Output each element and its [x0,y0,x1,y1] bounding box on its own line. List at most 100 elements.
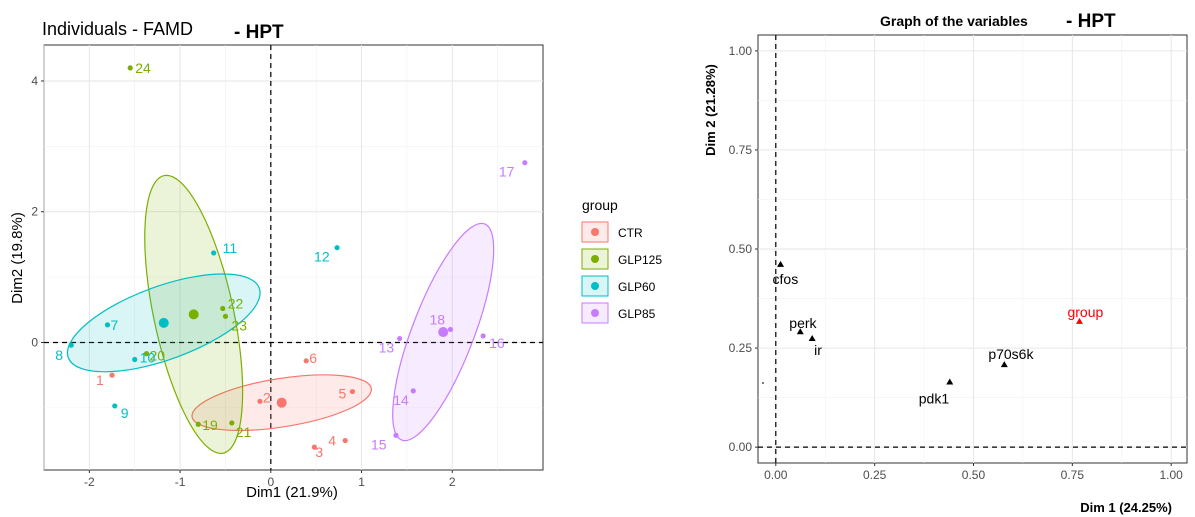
point-19 [195,421,201,427]
individuals-y-axis-title: Dim2 (19.8%) [9,212,26,304]
point-label-4: 4 [328,433,336,449]
y-tick-label: 2 [31,205,38,219]
x-tick-label: -2 [84,475,95,489]
x-tick-label: 1.00 [1160,468,1184,482]
variables-tick-labels: 0.00 0.25 0.50 0.75 1.00 0.00 0.25 0.50 0.75 1.00 [729,44,1184,482]
point-15 [393,432,399,438]
legend-label: GLP60 [618,280,656,294]
point-1 [109,372,115,378]
point-label-8: 8 [55,347,63,363]
individuals-plot-panel [43,44,544,471]
point-2 [257,398,263,404]
y-tick-label: 1.00 [729,44,753,58]
variables-points [777,260,1083,385]
variable-marker-perk [796,328,804,335]
centroid-glp125 [188,309,199,320]
x-tick-label: 0 [267,475,274,489]
legend-item-ctr: CTR [581,221,643,243]
point-label-14: 14 [393,392,409,408]
point-13 [397,335,403,342]
point-7 [104,322,111,328]
point-label-19: 19 [202,417,218,433]
variables-gridlines [758,35,1187,463]
variable-marker-p70s6k [1000,361,1008,368]
centroid-ctr [276,397,287,408]
variables-point-labels: cfos perk ir pdk1 p70s6k group [773,271,1104,407]
variable-label-cfos: cfos [773,271,799,287]
point-23 [222,313,229,319]
legend-title: group [582,197,618,213]
legend: group CTR GLP125 GLP60 GLP85 [581,197,662,324]
point-label-21: 21 [236,424,252,440]
legend-label: CTR [618,226,643,240]
y-tick-label: 0.50 [729,242,753,256]
point-18 [447,326,454,333]
y-tick-label: 0.00 [729,440,753,454]
individuals-chart: Individuals - FAMD - HPT 123456192021222… [9,19,544,501]
point-label-11: 11 [223,240,238,256]
legend-label: GLP125 [618,253,662,267]
variable-label-group: group [1067,304,1103,320]
legend-marker [591,309,599,317]
legend-marker [591,282,599,290]
point-label-2: 2 [263,389,271,405]
point-12 [334,245,340,251]
point-11 [211,250,217,256]
point-16 [480,333,486,339]
point-22 [220,305,226,312]
x-tick-label: 0.50 [962,468,986,482]
variables-x-axis-title: Dim 1 (24.25%) [1080,500,1172,515]
legend-item-glp60: GLP60 [581,275,656,297]
point-24 [127,65,133,71]
variable-label-pdk1: pdk1 [919,391,950,407]
legend-marker [591,228,599,236]
point-20 [143,351,150,357]
y-tick-label: 0.75 [729,143,753,157]
point-label-24: 24 [135,60,151,76]
individuals-reference-lines [44,45,543,470]
point-label-13: 13 [379,340,395,356]
centroid-glp60 [158,317,169,328]
individuals-x-axis-title: Dim1 (21.9%) [246,484,338,501]
point-4 [342,437,348,444]
x-tick-label: 0.25 [863,468,887,482]
individuals-title: Individuals - FAMD [42,19,193,39]
individuals-points [68,65,528,450]
point-label-1: 1 [96,372,104,388]
individuals-gridlines [43,45,543,470]
legend-label: GLP85 [618,307,656,321]
variables-title-suffix: - HPT [1066,11,1116,32]
y-tick-label: 0 [31,336,38,350]
variable-label-ir: ir [814,342,822,358]
point-label-20: 20 [150,348,166,364]
point-5 [349,388,356,395]
x-tick-label: 0.75 [1061,468,1085,482]
y-tick-label: 4 [31,74,38,88]
variable-marker-pdk1 [946,378,954,385]
variables-title: Graph of the variables [880,13,1028,29]
point-label-3: 3 [315,444,323,460]
point-label-10: 10 [140,350,156,366]
variables-chart: Graph of the variables - HPT cfos perk ir p… [703,11,1188,515]
point-label-23: 23 [231,317,247,333]
variable-marker-ir [808,334,816,341]
point-label-12: 12 [314,249,330,265]
point-label-7: 7 [111,317,119,333]
point-label-9: 9 [121,405,129,421]
variable-label-perk: perk [789,315,817,331]
point-3 [311,444,317,450]
individuals-title-suffix: - HPT [234,22,284,43]
y-tick-label: 0.25 [729,341,753,355]
point-10 [132,356,138,363]
point-label-6: 6 [309,350,317,366]
point-label-18: 18 [429,311,445,327]
variable-label-p70s6k: p70s6k [988,346,1034,362]
legend-item-glp85: GLP85 [581,302,656,324]
point-label-16: 16 [489,335,505,351]
point-21 [229,420,235,426]
variable-marker-cfos [777,260,785,267]
legend-item-glp125: GLP125 [581,248,662,270]
point-label-22: 22 [228,296,244,312]
x-tick-label: 0.00 [764,468,788,482]
